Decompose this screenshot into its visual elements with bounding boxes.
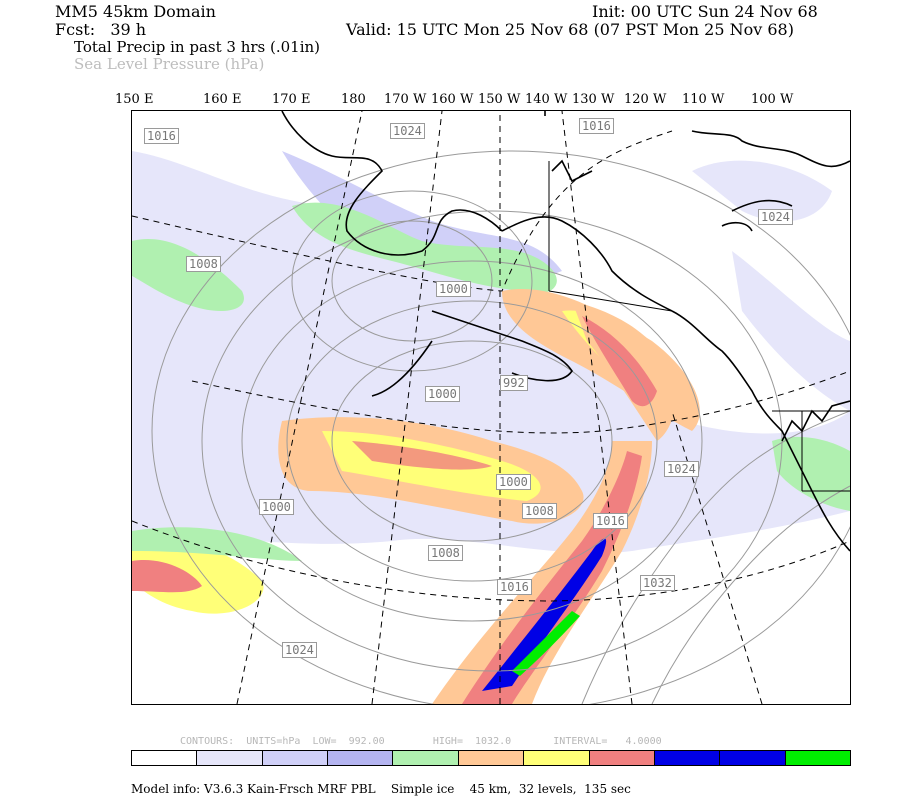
colorbar-swatch — [785, 751, 850, 765]
lon-label: 140 W — [525, 92, 568, 107]
lon-label: 160 E — [203, 92, 242, 107]
isobar-label: 1024 — [282, 642, 317, 658]
colorbar-swatch — [654, 751, 721, 765]
isobar-label: 1008 — [186, 256, 221, 272]
colorbar-swatch — [524, 751, 590, 765]
colorbar-swatch — [458, 751, 525, 765]
weather-map: 1016 1024 1016 1024 1008 1000 1000 992 1… — [131, 110, 851, 705]
domain-title: MM5 45km Domain — [55, 2, 216, 21]
forecast-hour: Fcst: 39 h — [55, 20, 147, 39]
isobar-label: 1008 — [522, 503, 557, 519]
init-time: Init: 00 UTC Sun 24 Nov 68 — [592, 2, 818, 21]
isobar-label: 1024 — [664, 461, 699, 477]
isobar-label: 1008 — [428, 545, 463, 561]
lon-label: 120 W — [624, 92, 667, 107]
isobar-label: 1024 — [390, 123, 425, 139]
colorbar-swatch — [720, 751, 786, 765]
colorbar-swatch — [197, 751, 263, 765]
isobar-label: 1024 — [758, 209, 793, 225]
isobar-label: 1000 — [425, 386, 460, 402]
isobar-label: 1016 — [497, 579, 532, 595]
lon-label: 170 W — [384, 92, 427, 107]
lon-label: 150 W — [478, 92, 521, 107]
valid-time: Valid: 15 UTC Mon 25 Nov 68 (07 PST Mon … — [346, 20, 794, 39]
political-borders — [548, 161, 850, 492]
colorbar-swatch — [589, 751, 655, 765]
map-canvas — [132, 111, 850, 704]
colorbar-swatch — [393, 751, 459, 765]
lon-label: 150 E — [115, 92, 154, 107]
isobar-label: 1000 — [259, 499, 294, 515]
precip-shading — [132, 151, 850, 704]
isobar-label: 1000 — [496, 474, 531, 490]
colorbar-swatch — [328, 751, 394, 765]
isobar-label: 1016 — [579, 118, 614, 134]
lon-label: 130 W — [572, 92, 615, 107]
precip-colorbar — [131, 750, 851, 766]
lon-label: 160 W — [431, 92, 474, 107]
field-precip: Total Precip in past 3 hrs (.01in) — [74, 38, 321, 56]
lon-label: 180 — [341, 92, 366, 107]
isobar-label: 1016 — [593, 513, 628, 529]
model-info: Model info: V3.6.3 Kain-Frsch MRF PBL Si… — [131, 782, 631, 796]
field-slp: Sea Level Pressure (hPa) — [74, 55, 265, 73]
isobar-label: 992 — [500, 375, 528, 391]
colorbar-swatch — [132, 751, 198, 765]
lon-label: 170 E — [272, 92, 311, 107]
isobar-label: 1032 — [640, 575, 675, 591]
colorbar-swatch — [262, 751, 329, 765]
latlon-grid — [132, 111, 850, 704]
contour-info: CONTOURS: UNITS=hPa LOW= 992.00 HIGH= 10… — [180, 736, 662, 747]
lon-label: 100 W — [751, 92, 794, 107]
isobar-label: 1016 — [144, 128, 179, 144]
coastlines — [281, 111, 850, 552]
lon-label: 110 W — [682, 92, 725, 107]
isobar-label: 1000 — [436, 281, 471, 297]
